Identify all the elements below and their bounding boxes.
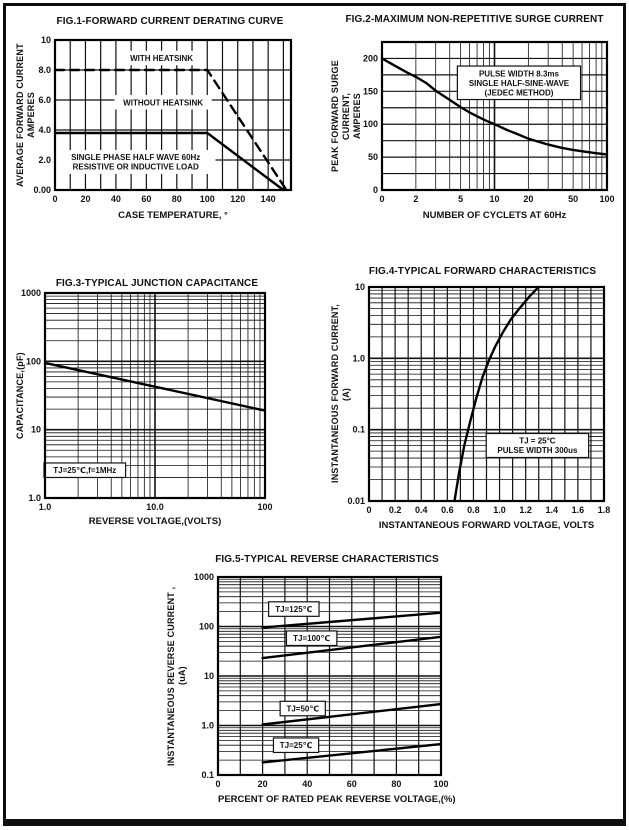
svg-text:RESISTIVE OR INDUCTIVE LOAD: RESISTIVE OR INDUCTIVE LOAD [73, 163, 199, 172]
svg-text:2: 2 [413, 194, 418, 204]
svg-text:TJ = 25°C: TJ = 25°C [519, 437, 556, 446]
figure-1-forward-current-derating: FIG.1-FORWARD CURRENT DERATING CURVE AVE… [12, 12, 312, 230]
svg-text:1000: 1000 [194, 572, 214, 582]
svg-text:100: 100 [257, 502, 272, 512]
svg-text:1000: 1000 [21, 288, 41, 298]
figure-1-x-axis-label: CASE TEMPERATURE, ° [118, 210, 228, 221]
svg-text:40: 40 [302, 779, 312, 789]
svg-text:100: 100 [599, 194, 614, 204]
svg-text:0: 0 [379, 194, 384, 204]
svg-text:SINGLE PHASE HALF WAVE 60Hz: SINGLE PHASE HALF WAVE 60Hz [71, 153, 200, 162]
svg-text:140: 140 [261, 194, 276, 204]
figure-2-surge-current: FIG.2-MAXIMUM NON-REPETITIVE SURGE CURRE… [318, 8, 623, 230]
svg-text:TJ=125℃: TJ=125℃ [275, 605, 312, 614]
figure-5-x-axis-label: PERCENT OF RATED PEAK REVERSE VOLTAGE,(%… [218, 794, 456, 805]
svg-text:0.01: 0.01 [347, 496, 365, 506]
svg-text:0.8: 0.8 [467, 505, 480, 515]
svg-text:10: 10 [489, 194, 499, 204]
svg-text:1.6: 1.6 [572, 505, 585, 515]
svg-text:100: 100 [363, 119, 378, 129]
svg-text:PULSE WIDTH 8.3ms: PULSE WIDTH 8.3ms [479, 69, 560, 78]
figure-5-reverse-characteristics: FIG.5-TYPICAL REVERSE CHARACTERISTICS IN… [150, 548, 480, 808]
svg-text:1.0: 1.0 [493, 505, 506, 515]
svg-text:80: 80 [391, 779, 401, 789]
figure-1-plot: WITH HEATSINK WITHOUT HEATSINK SINGLE PHAS… [33, 35, 293, 204]
svg-text:10: 10 [41, 35, 51, 45]
svg-text:50: 50 [568, 194, 578, 204]
svg-text:100: 100 [200, 194, 215, 204]
svg-text:1.2: 1.2 [519, 505, 532, 515]
svg-text:4.0: 4.0 [38, 125, 51, 135]
svg-text:60: 60 [141, 194, 151, 204]
figure-2-title: FIG.2-MAXIMUM NON-REPETITIVE SURGE CURRE… [345, 14, 604, 25]
svg-text:20: 20 [523, 194, 533, 204]
svg-text:20: 20 [80, 194, 90, 204]
svg-text:1.8: 1.8 [598, 505, 611, 515]
svg-text:0.1: 0.1 [352, 425, 365, 435]
svg-text:PULSE WIDTH 300us: PULSE WIDTH 300us [497, 446, 578, 455]
svg-text:100: 100 [26, 356, 41, 366]
figure-5-plot: TJ=125℃ TJ=100℃ TJ=50℃ TJ=25℃ 0 20 40 60 80 100 0.… [194, 572, 449, 789]
svg-text:10: 10 [204, 671, 214, 681]
svg-text:1.0: 1.0 [28, 493, 41, 503]
svg-text:TJ=25℃,f=1MHz: TJ=25℃,f=1MHz [53, 466, 116, 475]
svg-text:TJ=25℃: TJ=25℃ [280, 741, 313, 750]
svg-text:1.0: 1.0 [352, 353, 365, 363]
svg-text:150: 150 [363, 86, 378, 96]
figure-4-title: FIG.4-TYPICAL FORWARD CHARACTERISTICS [368, 266, 597, 277]
svg-text:0: 0 [52, 194, 57, 204]
svg-text:80: 80 [172, 194, 182, 204]
figure-4-x-axis-label: INSTANTANEOUS FORWARD VOLTAGE, VOLTS [378, 520, 595, 531]
svg-text:6.0: 6.0 [38, 95, 51, 105]
svg-text:40: 40 [111, 194, 121, 204]
svg-text:WITH HEATSINK: WITH HEATSINK [130, 54, 193, 63]
svg-text:TJ=50℃: TJ=50℃ [286, 705, 319, 714]
svg-text:0: 0 [373, 185, 378, 195]
svg-text:0.2: 0.2 [389, 505, 402, 515]
svg-text:1.0: 1.0 [39, 502, 52, 512]
svg-text:0.6: 0.6 [441, 505, 454, 515]
svg-text:0: 0 [215, 779, 220, 789]
svg-text:5: 5 [458, 194, 463, 204]
figure-3-x-axis-label: REVERSE VOLTAGE,(VOLTS) [88, 516, 222, 527]
svg-text:1.0: 1.0 [201, 721, 214, 731]
svg-text:20: 20 [258, 779, 268, 789]
svg-text:(JEDEC METHOD): (JEDEC METHOD) [485, 88, 554, 97]
figure-3-junction-capacitance: FIG.3-TYPICAL JUNCTION CAPACITANCE CAPAC… [12, 268, 302, 530]
figure-2-x-axis-label: NUMBER OF CYCLETS AT 60Hz [422, 210, 567, 221]
svg-text:0.1: 0.1 [201, 770, 214, 780]
svg-text:10: 10 [31, 425, 41, 435]
svg-text:WITHOUT HEATSINK: WITHOUT HEATSINK [123, 98, 203, 107]
svg-text:120: 120 [230, 194, 245, 204]
figure-3-plot: TJ=25℃,f=1MHz 1.0 10.0 100 1.0 10 100 1000 [21, 288, 273, 512]
figure-3-title: FIG.3-TYPICAL JUNCTION CAPACITANCE [55, 278, 259, 289]
svg-text:10.0: 10.0 [146, 502, 164, 512]
svg-text:2.0: 2.0 [38, 155, 51, 165]
figure-4-forward-characteristics: FIG.4-TYPICAL FORWARD CHARACTERISTICS IN… [318, 258, 623, 536]
svg-text:8.0: 8.0 [38, 65, 51, 75]
svg-text:50: 50 [368, 152, 378, 162]
svg-text:200: 200 [363, 53, 378, 63]
svg-text:100: 100 [199, 622, 214, 632]
svg-text:60: 60 [347, 779, 357, 789]
svg-text:0.4: 0.4 [415, 505, 428, 515]
figure-1-title: FIG.1-FORWARD CURRENT DERATING CURVE [56, 16, 284, 27]
svg-text:SINGLE HALF-SINE-WAVE: SINGLE HALF-SINE-WAVE [469, 79, 570, 88]
svg-text:1.4: 1.4 [546, 505, 559, 515]
figure-5-title: FIG.5-TYPICAL REVERSE CHARACTERISTICS [215, 554, 439, 565]
svg-text:10: 10 [355, 282, 365, 292]
svg-text:TJ=100℃: TJ=100℃ [293, 634, 330, 643]
svg-text:0: 0 [366, 505, 371, 515]
svg-text:0.00: 0.00 [33, 185, 51, 195]
svg-text:100: 100 [433, 779, 448, 789]
